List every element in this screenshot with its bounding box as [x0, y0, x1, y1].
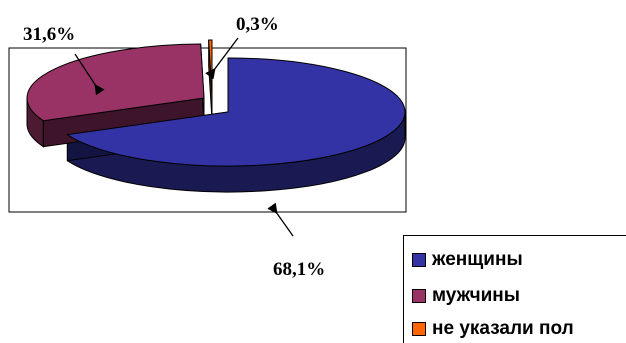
pie-slice-2 [208, 39, 213, 95]
legend-swatch-2 [412, 322, 426, 336]
data-label-2: 0,3% [236, 14, 279, 35]
legend: женщины мужчины не указали пол [403, 235, 626, 343]
data-label-1: 31,6% [23, 24, 75, 45]
legend-swatch-1 [412, 289, 426, 303]
legend-label-1: мужчины [432, 285, 521, 306]
leader-line-0 [267, 202, 294, 237]
legend-item-1: мужчины [412, 284, 520, 308]
leader-line-2 [205, 37, 239, 80]
legend-item-2: не указали пол [412, 317, 574, 341]
data-label-0: 68,1% [273, 259, 325, 280]
legend-label-0: женщины [432, 249, 523, 270]
pie-slice-0 [65, 57, 406, 167]
leader-line-1 [74, 53, 105, 96]
pie-slice-1 [26, 43, 205, 122]
legend-label-2: не указали пол [432, 318, 574, 339]
legend-item-0: женщины [412, 248, 523, 272]
legend-swatch-0 [412, 253, 426, 267]
